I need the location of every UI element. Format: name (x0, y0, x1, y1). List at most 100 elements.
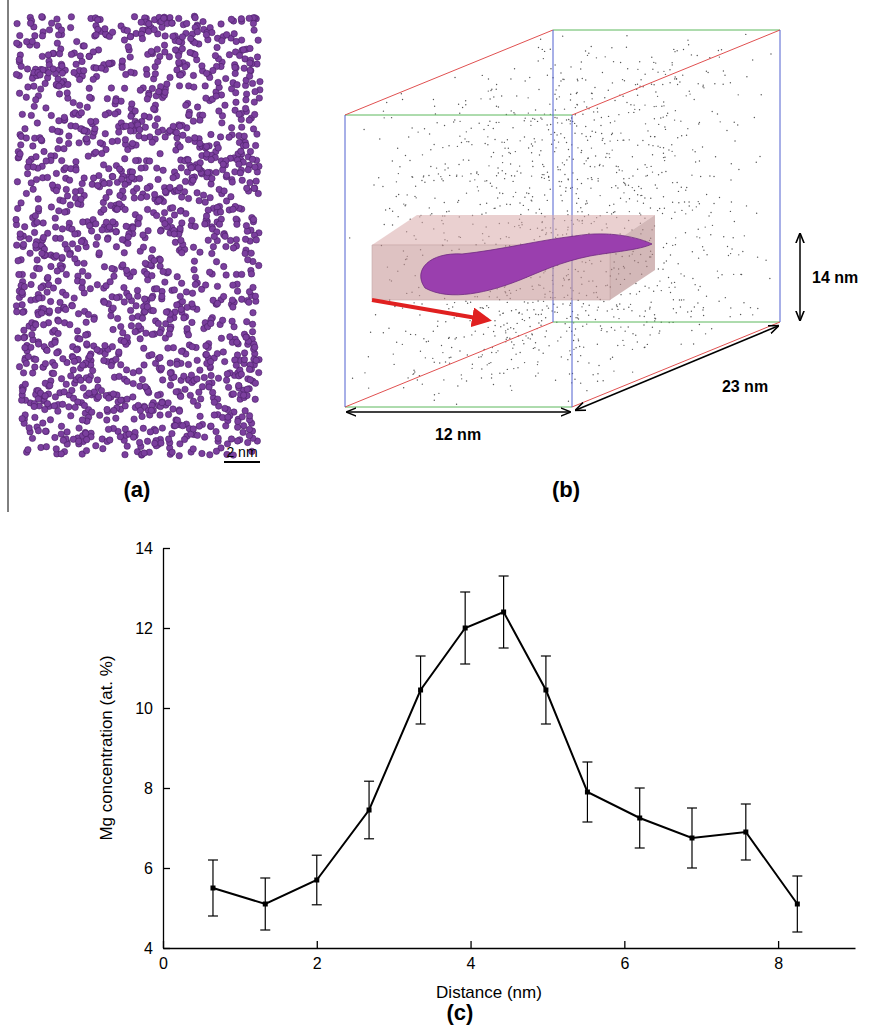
speckle (466, 131, 467, 132)
atom (25, 447, 31, 453)
atom (72, 189, 78, 195)
speckle (569, 156, 570, 157)
speckle (732, 237, 733, 238)
speckle (646, 167, 647, 168)
atom (78, 196, 84, 202)
atom (19, 415, 25, 421)
speckle (383, 110, 384, 111)
atom (44, 347, 50, 353)
atom (177, 293, 183, 299)
atom (176, 59, 182, 65)
atom (83, 319, 89, 325)
atom (76, 76, 82, 82)
atom (233, 90, 239, 96)
speckle (754, 117, 755, 118)
atom (69, 387, 75, 393)
atom (67, 202, 73, 208)
atom (144, 193, 150, 199)
atom (160, 167, 166, 173)
atom (160, 268, 166, 274)
speckle (617, 187, 618, 188)
atom (182, 386, 188, 392)
atom (197, 249, 203, 255)
atom (81, 67, 87, 73)
atom (183, 102, 189, 108)
atom (207, 358, 213, 364)
atom (132, 157, 138, 163)
atom (165, 400, 171, 406)
atom (194, 357, 200, 363)
atom (256, 262, 262, 268)
atom (69, 241, 75, 247)
atom (152, 71, 158, 77)
speckle (593, 111, 594, 112)
atom (122, 156, 128, 162)
atom (178, 165, 184, 171)
speckle (459, 350, 460, 351)
atom (141, 309, 147, 315)
atom (248, 271, 254, 277)
speckle (484, 180, 485, 181)
atom (68, 373, 74, 379)
atom (39, 13, 45, 19)
atom (40, 420, 46, 426)
atom (80, 219, 86, 225)
atom (81, 127, 87, 133)
speckle (698, 289, 699, 290)
atom (217, 209, 223, 215)
atom (221, 263, 227, 269)
atom (101, 206, 107, 212)
speckle (411, 127, 412, 128)
atom (89, 409, 95, 415)
atom (127, 54, 133, 60)
atom (27, 20, 33, 26)
atom (185, 332, 191, 338)
atom (54, 350, 60, 356)
speckle (515, 332, 516, 333)
atom (142, 384, 148, 390)
atom (124, 396, 130, 402)
atom (243, 142, 249, 148)
atom (109, 138, 115, 144)
atom (86, 94, 92, 100)
atom (14, 179, 20, 185)
atom (252, 396, 258, 402)
atom (144, 185, 150, 191)
atom (150, 307, 156, 313)
atom (87, 353, 93, 359)
atom (100, 445, 106, 451)
atom (127, 33, 133, 39)
atom (32, 364, 38, 370)
atom (104, 236, 110, 242)
speckle (474, 179, 475, 180)
speckle (462, 107, 463, 108)
atom (213, 258, 219, 264)
atom (123, 71, 129, 77)
speckle (585, 160, 586, 161)
atom (86, 85, 92, 91)
atom (56, 51, 62, 57)
atom (63, 186, 69, 192)
atom (33, 242, 39, 248)
atom (30, 370, 36, 376)
speckle (653, 106, 654, 107)
atom (151, 26, 157, 32)
speckle (734, 221, 735, 222)
atom (132, 329, 138, 335)
atom (203, 351, 209, 357)
speckle (678, 202, 679, 203)
atom (189, 343, 195, 349)
speckle (677, 137, 678, 138)
atom (33, 97, 39, 103)
atom (179, 220, 185, 226)
speckle (691, 174, 692, 175)
atom (87, 118, 93, 124)
atom (128, 113, 134, 119)
atom (101, 357, 107, 363)
atom (59, 157, 65, 163)
atom (26, 425, 32, 431)
atom (221, 188, 227, 194)
atom (152, 440, 158, 446)
atom (170, 406, 176, 412)
atom (169, 205, 175, 211)
